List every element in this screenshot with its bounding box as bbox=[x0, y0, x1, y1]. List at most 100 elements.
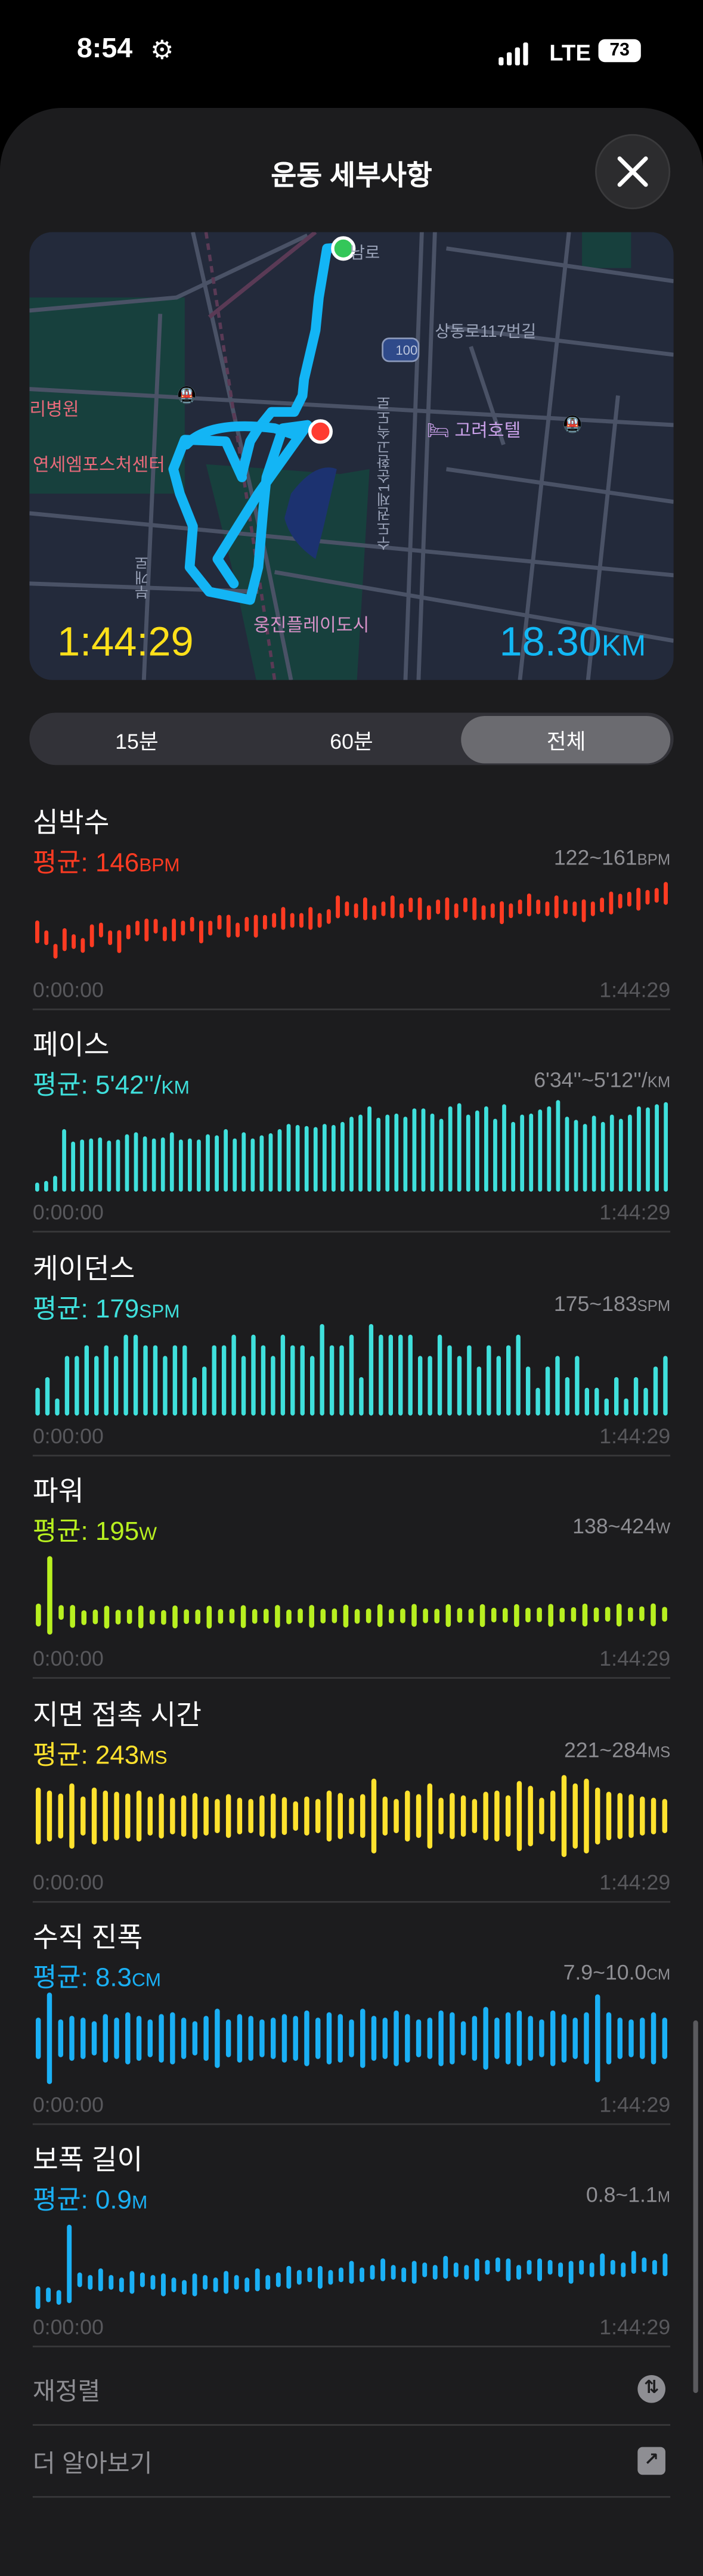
range-unit: CM bbox=[646, 1966, 671, 1983]
chart-bar bbox=[514, 1604, 519, 1628]
chart-bar bbox=[416, 1793, 422, 1837]
segment-15min[interactable]: 15분 bbox=[115, 728, 159, 753]
chart-bar bbox=[391, 2265, 396, 2281]
chart-bar bbox=[506, 2259, 511, 2282]
chart-bar bbox=[275, 2273, 281, 2288]
range-value: 0.8~1.1M bbox=[586, 2183, 670, 2208]
chart-bar bbox=[244, 916, 249, 932]
learn-more-row[interactable]: 더 알아보기 ↗ bbox=[32, 2426, 671, 2498]
chart-bar bbox=[502, 1105, 506, 1192]
chart-bar bbox=[332, 1126, 336, 1192]
average-unit: SPM bbox=[139, 1302, 180, 1322]
chart-bar bbox=[349, 1117, 354, 1192]
range-unit: KM bbox=[647, 1074, 671, 1091]
chart-bar bbox=[234, 2276, 239, 2290]
chart-bar bbox=[98, 922, 103, 938]
chart-bar bbox=[107, 1141, 112, 1192]
chart-bar bbox=[627, 891, 631, 907]
scrollbar[interactable] bbox=[693, 2020, 698, 2394]
chart-bar bbox=[58, 1605, 64, 1620]
chart-bar bbox=[565, 1377, 570, 1415]
chart-bar bbox=[664, 882, 668, 905]
subway-icon[interactable]: 🚇 bbox=[562, 417, 583, 435]
chart-bar bbox=[382, 1796, 388, 1835]
subway-icon[interactable]: 🚇 bbox=[176, 387, 197, 405]
chart-bar bbox=[447, 1345, 452, 1415]
chart-bar bbox=[286, 1124, 291, 1192]
segment-all[interactable]: 전체 bbox=[461, 715, 671, 763]
chart-bar bbox=[259, 1794, 265, 1836]
chart-bar bbox=[506, 1345, 511, 1415]
chart-bar bbox=[427, 1783, 433, 1848]
range-number: 138~424 bbox=[572, 1514, 656, 1539]
section-heart-rate: 심박수 평균: 146BPM 122~161BPM 0:00:00 1:44:2… bbox=[32, 796, 671, 1020]
chart-bar bbox=[438, 2010, 444, 2066]
page-title: 운동 세부사항 bbox=[271, 160, 432, 191]
reorder-row[interactable]: 재정렬 ⇅ bbox=[32, 2354, 671, 2426]
section-power: 파워 평균: 195W 138~424W 0:00:00 1:44:29 bbox=[32, 1465, 670, 1689]
average-value: 평균: 243MS bbox=[33, 1732, 168, 1771]
chart-bar bbox=[170, 1797, 175, 1834]
divider bbox=[32, 2496, 671, 2498]
chart-bar bbox=[405, 1790, 410, 1841]
chart-bar bbox=[401, 2268, 407, 2283]
chart-bar bbox=[563, 899, 568, 915]
range-number: 7.9~10.0 bbox=[563, 1960, 647, 1985]
chart-bar bbox=[75, 1355, 79, 1415]
range-number: 6'34''~5'12''/ bbox=[534, 1068, 648, 1093]
chart-bar bbox=[217, 915, 222, 930]
chart-bar bbox=[453, 2263, 459, 2278]
chart-bar bbox=[98, 2269, 103, 2292]
sort-arrows-icon: ⇅ bbox=[637, 2374, 665, 2403]
chart-bar bbox=[89, 1139, 94, 1192]
average-number: 5'42''/ bbox=[95, 1072, 162, 1101]
chart-bar bbox=[192, 1792, 198, 1839]
chart-bar bbox=[575, 1355, 580, 1415]
route-map[interactable]: 100 남로 상동로117번길 리병원 🚇 🚇 🛏 고려호텔 연세엠포스처센터 … bbox=[29, 232, 674, 680]
section-title: 심박수 bbox=[32, 807, 110, 839]
chart-bar bbox=[310, 1355, 315, 1415]
chart-bar bbox=[202, 1366, 207, 1415]
chart-bar bbox=[394, 1798, 399, 1833]
chart-bar bbox=[317, 913, 322, 928]
chart-bar bbox=[432, 2265, 438, 2281]
chart-bar bbox=[539, 2019, 544, 2057]
external-link-icon: ↗ bbox=[637, 2447, 665, 2475]
map-poi-center[interactable]: 연세엠포스처센터 bbox=[32, 455, 165, 476]
axis-end-label: 1:44:29 bbox=[599, 1423, 671, 1448]
range-value: 7.9~10.0CM bbox=[563, 1960, 671, 1985]
chart-bar bbox=[354, 1609, 360, 1625]
chart-bar bbox=[35, 1387, 40, 1415]
chart-bar bbox=[349, 1797, 354, 1834]
chart-bar bbox=[153, 919, 158, 934]
range-value: 122~161BPM bbox=[554, 845, 670, 870]
chart-bar bbox=[104, 1605, 110, 1629]
average-unit: KM bbox=[161, 1079, 190, 1099]
chart-bar bbox=[349, 1334, 354, 1415]
map-poi-hotel[interactable]: 🛏 고려호텔 bbox=[426, 421, 521, 442]
close-button[interactable] bbox=[595, 134, 671, 209]
chart-bar bbox=[275, 1605, 280, 1628]
axis-start-label: 0:00:00 bbox=[32, 1646, 104, 1671]
axis-end-label: 1:44:29 bbox=[599, 977, 671, 1002]
chart-bar bbox=[339, 2268, 343, 2283]
range-unit: SPM bbox=[637, 1297, 671, 1314]
chart-bar bbox=[147, 2019, 153, 2057]
map-poi-playcity[interactable]: 웅진플레이도시 bbox=[253, 616, 370, 636]
chart-bar bbox=[605, 1607, 611, 1622]
chart-bar bbox=[192, 2274, 197, 2297]
segment-60min[interactable]: 60분 bbox=[330, 728, 373, 753]
average-label: 평균: bbox=[32, 850, 95, 878]
chart-bar bbox=[572, 2017, 578, 2059]
reorder-label: 재정렬 bbox=[32, 2378, 101, 2407]
chart-bar bbox=[633, 1377, 639, 1415]
chart-bar bbox=[281, 2014, 287, 2063]
chart-bar bbox=[640, 2017, 645, 2059]
chart-bar bbox=[467, 1345, 472, 1415]
chart-bar bbox=[547, 1106, 552, 1192]
section-title: 지면 접촉 시간 bbox=[32, 1699, 202, 1731]
chart-bar bbox=[628, 1607, 633, 1623]
chart-bar bbox=[371, 1778, 377, 1853]
chart-bar bbox=[188, 1139, 192, 1192]
chart-bar bbox=[472, 897, 477, 920]
